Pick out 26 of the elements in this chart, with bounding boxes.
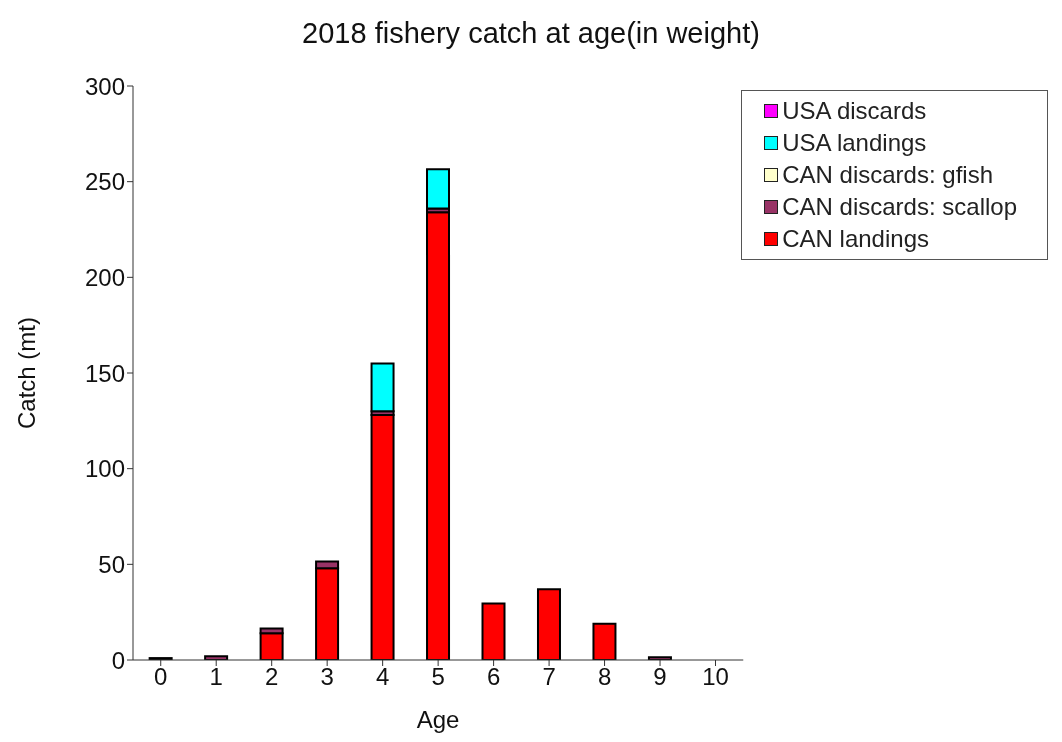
x-tick-label: 8 — [597, 663, 612, 691]
legend-label: CAN landings — [782, 224, 929, 254]
y-tick-label: 0 — [111, 646, 125, 674]
legend-label: CAN discards: gfish — [782, 160, 993, 190]
y-axis-title: Catch (mt) — [12, 316, 40, 430]
chart-title: 2018 fishery catch at age(in weight) — [301, 16, 761, 51]
legend-label: USA discards — [782, 96, 927, 126]
y-tick-label: 200 — [84, 263, 125, 291]
x-tick-label: 9 — [653, 663, 667, 691]
y-tick-label: 50 — [98, 550, 125, 578]
x-tick-label: 10 — [702, 663, 729, 691]
y-tick-label: 300 — [84, 72, 125, 100]
legend-label: USA landings — [782, 128, 927, 158]
x-axis-title: Age — [416, 706, 460, 733]
x-tick-label: 2 — [265, 663, 279, 691]
y-tick-label: 150 — [84, 359, 125, 387]
y-tick-label: 100 — [84, 455, 125, 483]
x-tick-label: 7 — [542, 663, 556, 691]
x-tick-label: 3 — [320, 663, 334, 691]
x-tick-label: 0 — [154, 663, 168, 691]
y-tick-label: 250 — [84, 168, 125, 196]
x-tick-label: 6 — [486, 663, 501, 691]
legend-label: CAN discards: scallop — [782, 192, 1017, 222]
x-tick-label: 5 — [431, 663, 445, 691]
x-tick-label: 1 — [209, 663, 223, 691]
x-tick-label: 4 — [375, 663, 390, 691]
